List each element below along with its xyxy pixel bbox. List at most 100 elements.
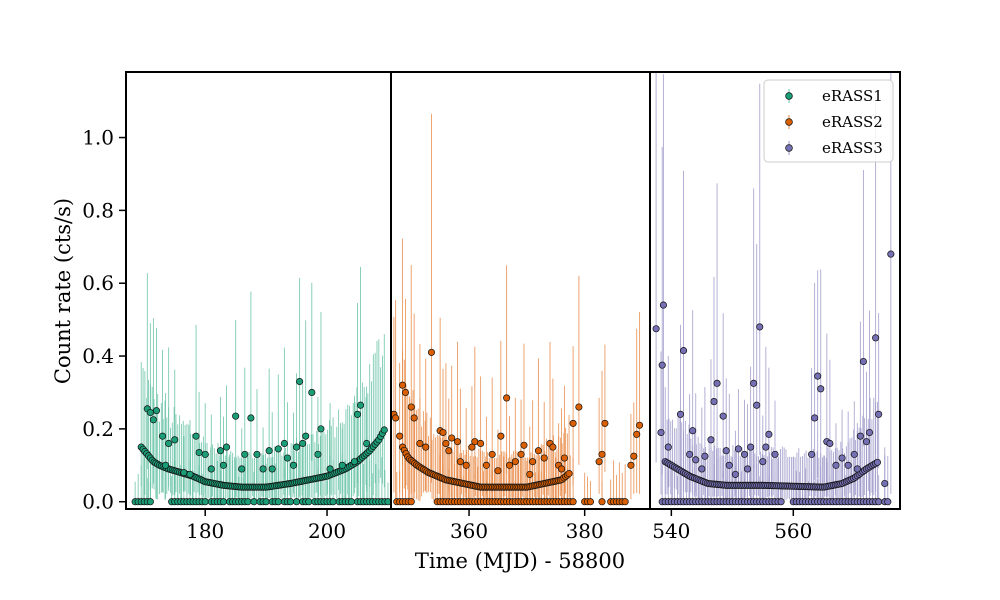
data-point	[740, 450, 749, 458]
data-point	[627, 461, 635, 469]
data-point	[247, 414, 255, 422]
panel-erass2: 360 380	[390, 71, 651, 543]
data-point	[192, 432, 200, 440]
data-point	[356, 401, 365, 409]
y-tick-label: 0.4	[82, 344, 114, 368]
data-point	[865, 428, 874, 437]
data-point	[259, 465, 267, 473]
data-point	[859, 357, 867, 366]
y-tick-label: 0.6	[82, 271, 114, 295]
data-point	[308, 388, 316, 397]
data-point	[329, 498, 337, 506]
data-point	[747, 443, 755, 451]
data-point	[445, 447, 453, 455]
data-point	[471, 438, 479, 446]
legend-marker	[785, 118, 793, 126]
data-point	[380, 426, 388, 434]
x-tick-label: 180	[186, 519, 224, 543]
data-point	[652, 325, 660, 333]
data-point	[575, 403, 583, 411]
data-point	[601, 419, 609, 427]
data-point	[560, 454, 568, 462]
data-point	[207, 465, 215, 473]
data-point	[689, 427, 697, 435]
y-tick-label: 0.0	[82, 490, 114, 514]
data-point	[707, 436, 715, 444]
data-point	[407, 403, 415, 411]
data-point	[477, 439, 485, 448]
x-tick-label: 360	[450, 519, 488, 543]
panel-erass1: 180 200	[125, 71, 392, 543]
legend: eRASS1 eRASS2 eRASS3	[763, 79, 894, 163]
data-point	[238, 465, 246, 473]
data-point	[808, 450, 816, 458]
data-point	[232, 412, 240, 420]
data-point	[621, 498, 629, 506]
data-point	[146, 498, 154, 506]
data-point	[633, 430, 641, 438]
data-point	[692, 456, 700, 464]
x-tick-label: 200	[308, 519, 346, 543]
data-point	[534, 447, 542, 455]
data-point	[392, 414, 400, 422]
data-point	[149, 416, 157, 424]
data-point	[777, 498, 785, 506]
data-point	[186, 470, 194, 478]
data-point	[698, 465, 706, 473]
data-point	[427, 348, 436, 356]
data-point	[244, 498, 252, 506]
data-point	[222, 443, 231, 451]
legend-label: eRASS2	[822, 113, 883, 131]
data-point	[494, 467, 502, 475]
data-point	[753, 401, 761, 409]
data-point	[838, 454, 846, 462]
data-point	[526, 470, 534, 478]
legend-marker	[785, 92, 793, 100]
data-point	[268, 465, 276, 473]
data-point	[265, 447, 273, 455]
data-point	[396, 432, 404, 440]
data-point	[462, 461, 470, 469]
data-point	[817, 385, 825, 393]
data-point	[884, 498, 892, 506]
data-point	[353, 410, 362, 418]
data-point	[862, 438, 871, 446]
data-point	[274, 445, 282, 453]
data-point	[731, 470, 739, 478]
data-point	[293, 498, 301, 506]
data-point	[274, 498, 282, 506]
data-point	[201, 450, 209, 458]
data-point	[872, 334, 880, 342]
data-point	[165, 439, 173, 448]
data-point	[595, 458, 603, 466]
data-point	[664, 443, 672, 451]
y-axis: 0.0 0.2 0.4 0.6 0.8 1.0	[82, 126, 126, 514]
data-point	[875, 498, 883, 506]
data-point	[598, 450, 606, 458]
data-point	[529, 458, 537, 466]
data-point	[410, 414, 418, 422]
data-point	[734, 445, 742, 453]
data-point	[881, 479, 889, 488]
data-point	[636, 421, 644, 429]
data-point	[363, 439, 371, 448]
data-point	[399, 381, 407, 389]
data-point	[686, 450, 694, 458]
data-point	[756, 323, 764, 331]
panel-data	[131, 266, 391, 506]
data-point	[456, 458, 464, 466]
data-point	[262, 498, 270, 506]
x-tick-label: 560	[774, 519, 812, 543]
data-point	[468, 443, 476, 451]
data-point	[873, 458, 881, 466]
data-point	[250, 498, 258, 506]
panel-frame	[649, 71, 901, 510]
data-point	[293, 443, 301, 451]
data-point	[219, 461, 228, 469]
data-point	[422, 443, 430, 451]
data-point	[565, 469, 573, 478]
data-point	[771, 450, 779, 458]
data-point	[416, 439, 424, 448]
data-point	[710, 398, 718, 406]
data-point	[549, 443, 557, 451]
